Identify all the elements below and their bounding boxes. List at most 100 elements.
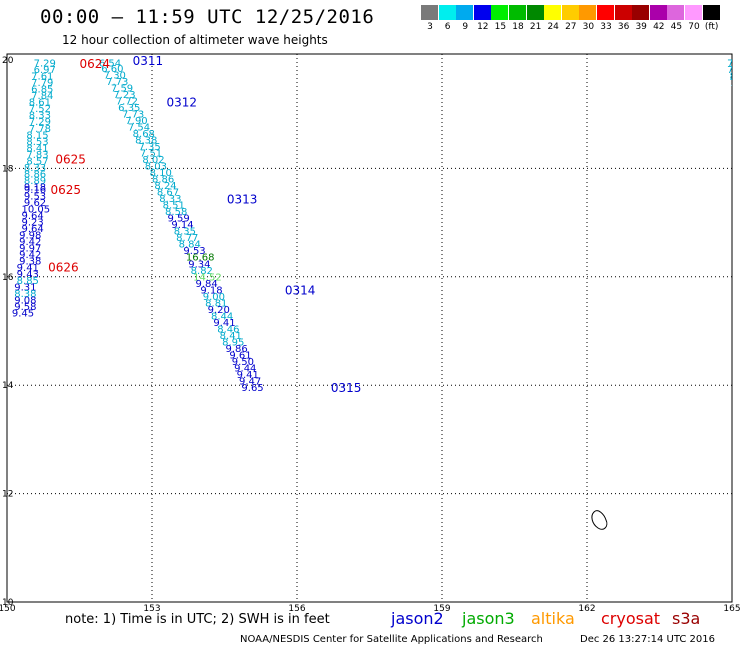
wave-height-value: 7.79 bbox=[31, 78, 53, 89]
map-title: 00:00 – 11:59 UTC 12/25/2016 bbox=[40, 6, 375, 28]
color-swatch bbox=[597, 5, 614, 20]
wave-height-value: 6.97 bbox=[34, 65, 56, 76]
wave-height-value: 8.57 bbox=[26, 156, 48, 167]
x-tick-label: 156 bbox=[288, 604, 305, 614]
wave-height-value: 7.90 bbox=[125, 116, 147, 127]
wave-height-value: 7.54 bbox=[727, 65, 740, 76]
color-scale-label: 9 bbox=[462, 22, 469, 32]
wave-height-value: 7.8 bbox=[732, 91, 740, 102]
legend-entry-s3a: s3a bbox=[672, 609, 701, 628]
wave-height-value: 9.14 bbox=[171, 220, 193, 231]
color-swatch bbox=[579, 5, 597, 20]
wave-height-value: 9.18 bbox=[200, 285, 222, 296]
wave-height-value: 9.98 bbox=[19, 231, 41, 242]
wave-height-value: 7.29 bbox=[29, 117, 51, 128]
y-tick-label: 12 bbox=[2, 490, 13, 500]
map-subtitle: 12 hour collection of altimeter wave hei… bbox=[62, 33, 328, 47]
y-tick-label: 16 bbox=[2, 273, 14, 283]
wave-height-value: 7.23 bbox=[113, 90, 135, 101]
wave-height-value: 9.38 bbox=[19, 257, 41, 268]
wave-height-value: 8.81 bbox=[205, 298, 227, 309]
wave-height-value: 6.85 bbox=[31, 85, 53, 96]
color-scale-label: 36 bbox=[617, 22, 630, 32]
wave-height-value: 9.41 bbox=[17, 263, 39, 274]
color-scale-label: 3 bbox=[427, 22, 433, 32]
color-swatch bbox=[632, 5, 650, 20]
color-scale-label: 18 bbox=[512, 22, 524, 32]
wave-height-value: 6.54 bbox=[99, 59, 121, 70]
wave-height-value: 9.43 bbox=[17, 270, 39, 281]
wave-height-value: 8.67 bbox=[157, 188, 179, 199]
wave-height-value: 7.61 bbox=[31, 72, 53, 83]
wave-height-value: 8.74 bbox=[730, 72, 740, 83]
color-scale-label: 6 bbox=[444, 22, 451, 32]
wave-height-value: 8.58 bbox=[165, 207, 187, 218]
wave-height-value: 9.34 bbox=[188, 259, 210, 270]
color-scale-label: 15 bbox=[494, 22, 507, 32]
wave-height-value: 9.45 bbox=[12, 309, 34, 320]
wave-height-value: 9.44 bbox=[234, 363, 256, 374]
legend-entry-jason2: jason2 bbox=[391, 609, 444, 628]
wave-height-value: 8.15 bbox=[26, 130, 48, 141]
wave-height-value: 6.60 bbox=[101, 64, 123, 75]
color-swatch bbox=[561, 5, 579, 20]
wave-height-value: 9.53 bbox=[24, 192, 46, 203]
legend-entry-cryosat: cryosat bbox=[601, 609, 661, 628]
x-tick-label: 165 bbox=[723, 604, 740, 614]
color-swatch bbox=[456, 5, 474, 20]
wave-height-value: 8.46 bbox=[217, 324, 239, 335]
wave-height-value: 9.18 bbox=[24, 182, 46, 193]
wave-height-value: 9.97 bbox=[19, 244, 41, 255]
wave-height-value: 8.10 bbox=[150, 168, 172, 179]
wave-height-value: 16.68 bbox=[186, 253, 215, 264]
wave-height-value: 8.44 bbox=[211, 311, 233, 322]
y-tick-label: 20 bbox=[2, 56, 14, 66]
color-scale-label: 27 bbox=[565, 22, 577, 32]
wave-height-value: 7.96 bbox=[730, 78, 740, 89]
wave-height-value: 7.30 bbox=[104, 71, 126, 82]
pass-time-label: 0312 bbox=[167, 95, 198, 109]
wave-height-value: 8.61 bbox=[29, 98, 51, 109]
pass-time-label: 0625 bbox=[55, 153, 86, 167]
wave-height-value: 9.08 bbox=[14, 296, 36, 307]
wave-height-value: 8.77 bbox=[176, 233, 198, 244]
pass-time-label: 0314 bbox=[285, 283, 316, 297]
wave-height-value: 9.84 bbox=[196, 279, 218, 290]
pass-time-label: 0624 bbox=[80, 57, 111, 71]
wave-height-value: 9.58 bbox=[14, 302, 36, 313]
color-swatch bbox=[685, 5, 702, 20]
color-scale-label: 24 bbox=[547, 22, 559, 32]
wave-height-value: 8.86 bbox=[152, 175, 174, 186]
pass-time-label: 0626 bbox=[48, 261, 79, 275]
wave-height-value: 8.02 bbox=[142, 155, 164, 166]
wave-height-value: 14.52 bbox=[193, 272, 222, 283]
y-tick-label: 18 bbox=[2, 164, 14, 174]
wave-height-value: 7.59 bbox=[111, 84, 133, 95]
wave-height-value: 9.59 bbox=[167, 214, 189, 225]
wave-height-value: 9.23 bbox=[22, 218, 44, 229]
wave-height-value: 9.47 bbox=[239, 376, 261, 387]
footer-note: note: 1) Time is in UTC; 2) SWH is in fe… bbox=[65, 612, 330, 627]
wave-height-value: 8.03 bbox=[145, 162, 167, 173]
y-tick-label: 10 bbox=[2, 598, 14, 608]
color-swatch bbox=[649, 5, 667, 20]
wave-height-value: 9.61 bbox=[229, 350, 251, 361]
legend-entry-altika: altika bbox=[531, 609, 575, 628]
wave-height-value: 8.82 bbox=[191, 266, 213, 277]
pass-time-label: 0315 bbox=[331, 381, 362, 395]
map-frame bbox=[6, 53, 733, 603]
wave-height-value: 8.33 bbox=[159, 194, 181, 205]
pass-time-label: 0313 bbox=[227, 192, 258, 206]
wave-height-value: 9.42 bbox=[19, 250, 41, 261]
wave-height-value: 8.68 bbox=[133, 129, 155, 140]
track-layer: 6.546.607.307.737.597.237.726.357.737.90… bbox=[12, 59, 740, 394]
wave-height-value: 8.35 bbox=[174, 227, 196, 238]
wave-height-value: 7.52 bbox=[29, 104, 51, 115]
color-scale-label: 70 bbox=[688, 22, 700, 32]
color-scale-label: 45 bbox=[670, 22, 683, 32]
wave-height-value: 9.65 bbox=[241, 383, 263, 394]
pass-time-label: 0311 bbox=[133, 54, 164, 68]
wave-height-value: 9.53 bbox=[183, 246, 205, 257]
wave-height-value: 9.41 bbox=[237, 370, 259, 381]
